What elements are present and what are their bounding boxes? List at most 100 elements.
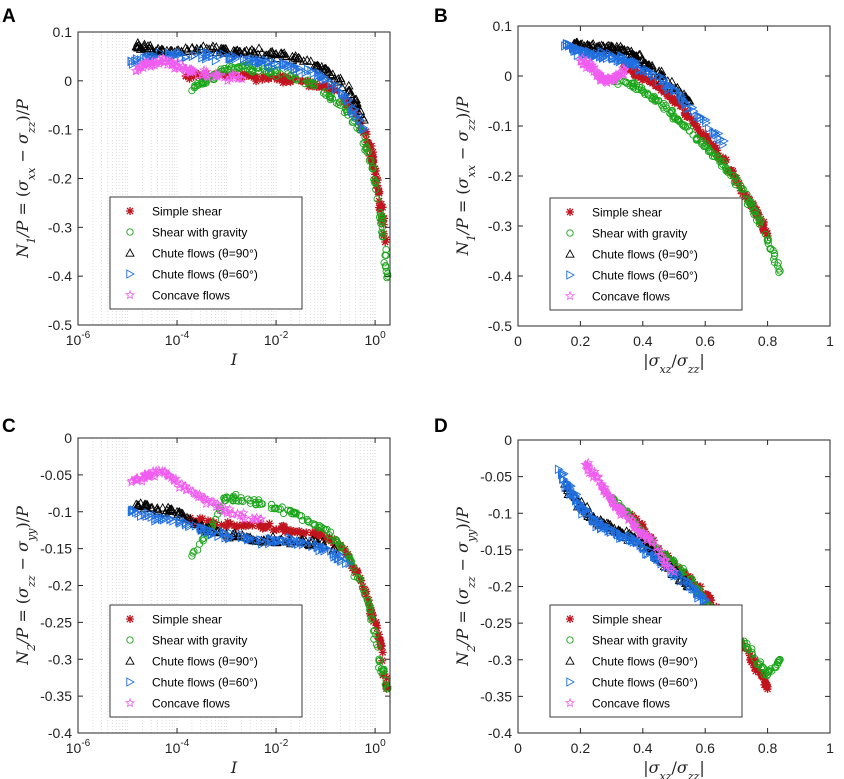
data-point [763, 232, 772, 240]
data-point [581, 55, 592, 65]
data-point [174, 479, 186, 489]
data-point [330, 535, 339, 544]
data-point [364, 597, 372, 605]
x-tick-label: 1 [826, 333, 834, 349]
data-point [176, 518, 185, 528]
data-point [559, 470, 568, 480]
data-point [695, 588, 704, 599]
data-point [578, 49, 588, 60]
data-point [209, 526, 219, 537]
data-point [291, 74, 300, 83]
data-point [375, 664, 383, 672]
data-point [641, 90, 649, 98]
data-point [232, 490, 240, 499]
data-point [336, 542, 344, 550]
data-point [382, 245, 390, 254]
data-point [219, 49, 229, 59]
data-point [764, 240, 772, 248]
x-tick-label: 0.8 [758, 333, 778, 349]
data-point [299, 530, 308, 539]
data-point [175, 507, 185, 517]
data-point [376, 656, 384, 665]
data-point [756, 660, 764, 668]
data-point [367, 142, 376, 151]
data-point [639, 65, 649, 76]
data-point [767, 665, 775, 673]
data-point [256, 519, 265, 528]
data-point [246, 520, 255, 529]
data-point [369, 165, 377, 173]
data-point [217, 520, 226, 529]
data-point [244, 534, 253, 545]
y-axis-label: N1/P = (σxx − σzz)/P [13, 99, 38, 259]
data-point [626, 66, 635, 75]
data-point [187, 486, 198, 496]
data-point [559, 474, 569, 484]
data-point [128, 505, 137, 515]
data-point [294, 53, 305, 63]
data-point [326, 93, 334, 101]
data-point [210, 501, 221, 512]
legend-marker-asterisk [566, 615, 574, 623]
data-point [202, 72, 213, 82]
legend-label: Chute flows (θ=90°) [152, 655, 258, 669]
data-point [205, 497, 217, 507]
data-point [200, 494, 211, 505]
data-point [596, 517, 605, 528]
data-point [573, 50, 583, 61]
data-point [705, 146, 713, 154]
data-point [144, 470, 155, 480]
x-axis-label: I [230, 758, 238, 777]
data-point [671, 114, 679, 122]
data-point [326, 528, 335, 536]
x-axis-label: |σxz/σzz| [643, 351, 705, 376]
data-point [656, 550, 667, 560]
data-point [256, 513, 267, 524]
data-point [562, 477, 572, 488]
data-point [332, 536, 340, 544]
data-point [706, 596, 715, 605]
data-point [704, 123, 714, 134]
data-point [362, 144, 370, 153]
data-point [208, 41, 218, 50]
data-point [771, 663, 779, 671]
data-point [220, 64, 229, 73]
data-point [172, 50, 181, 60]
data-point [634, 528, 645, 538]
data-point [172, 56, 183, 67]
series-star [575, 52, 630, 88]
data-point [238, 69, 247, 78]
data-point [693, 134, 701, 143]
y-tick-label: 0 [504, 68, 512, 84]
data-point [322, 91, 330, 99]
data-point [636, 540, 646, 550]
data-point [668, 566, 680, 577]
data-point [319, 89, 328, 97]
data-point [258, 71, 267, 80]
data-point [304, 78, 312, 87]
data-point [383, 270, 392, 278]
data-point [130, 65, 141, 76]
x-tick-label: 0 [514, 740, 522, 756]
data-point [643, 549, 653, 560]
data-point [239, 46, 250, 56]
data-point [564, 697, 576, 708]
x-tick-label: 0.2 [571, 740, 591, 756]
data-point [198, 514, 207, 523]
data-point [297, 512, 306, 520]
data-point [323, 66, 333, 75]
data-point [679, 122, 688, 130]
data-point [151, 51, 161, 61]
data-point [375, 197, 384, 206]
data-point [651, 541, 662, 551]
data-point [332, 84, 341, 94]
data-point [352, 97, 362, 107]
data-point [761, 227, 770, 236]
legend-marker-circle [126, 636, 134, 644]
data-point [688, 102, 698, 113]
data-point [166, 514, 175, 525]
data-point [775, 268, 783, 277]
data-point [576, 501, 586, 511]
data-point [292, 64, 302, 74]
x-axis-label: |σxz/σzz| [643, 758, 705, 779]
